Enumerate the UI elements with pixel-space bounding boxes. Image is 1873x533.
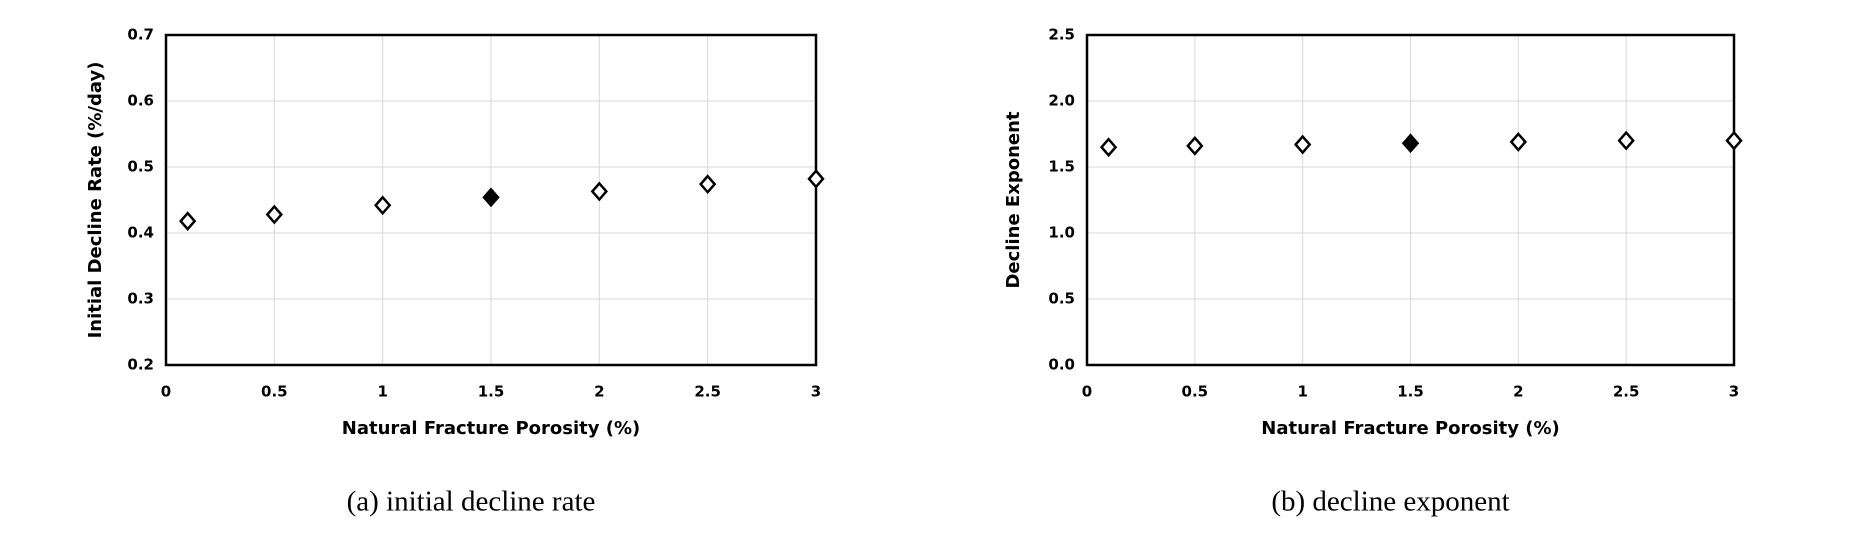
marker <box>179 211 197 232</box>
x-tick-label: 1 <box>1297 383 1307 401</box>
y-tick-label: 2.5 <box>1048 26 1075 44</box>
marker <box>1401 133 1420 154</box>
y-tick-label: 0.5 <box>1048 290 1075 308</box>
plot-frame <box>164 33 818 367</box>
y-tick-label: 0.2 <box>127 356 154 374</box>
marker <box>807 168 825 189</box>
y-tick-label: 0.0 <box>1048 356 1075 374</box>
y-tick-label: 1.0 <box>1048 224 1075 242</box>
marker <box>1186 135 1204 156</box>
x-tick-label: 0.5 <box>261 383 288 401</box>
x-axis-label: Natural Fracture Porosity (%) <box>342 418 640 439</box>
x-axis-label: Natural Fracture Porosity (%) <box>1261 418 1559 439</box>
marker <box>1725 130 1743 151</box>
y-tick-label: 0.6 <box>127 92 154 110</box>
marker <box>1509 132 1527 152</box>
marker <box>1294 134 1312 155</box>
y-tick-label: 0.3 <box>127 290 154 308</box>
x-tick-label: 1 <box>377 383 387 401</box>
x-tick-label: 0.5 <box>1182 383 1209 401</box>
x-tick-label: 0 <box>1082 383 1092 401</box>
y-tick-label: 0.4 <box>127 224 154 242</box>
x-tick-label: 2 <box>1513 383 1523 401</box>
x-tick-label: 3 <box>1729 383 1739 401</box>
plot-frame <box>1085 33 1736 367</box>
marker <box>374 195 392 216</box>
x-tick-label: 3 <box>811 383 821 401</box>
marker <box>1099 137 1118 158</box>
marker <box>590 181 608 202</box>
x-tick-label: 1.5 <box>1397 383 1424 401</box>
y-tick-label: 1.5 <box>1048 158 1075 176</box>
marker <box>482 187 500 208</box>
x-tick-label: 2.5 <box>694 383 721 401</box>
y-tick-label: 0.5 <box>127 158 154 176</box>
y-tick-label: 0.7 <box>127 26 154 44</box>
y-axis-label: Decline Exponent <box>1003 111 1024 288</box>
x-tick-label: 1.5 <box>478 383 505 401</box>
y-tick-label: 2.0 <box>1048 92 1075 110</box>
y-axis-label: Initial Decline Rate (%/day) <box>85 62 106 339</box>
x-tick-label: 2.5 <box>1613 383 1640 401</box>
marker <box>699 174 717 195</box>
x-tick-label: 0 <box>161 383 171 401</box>
caption: (a) initial decline rate <box>347 486 596 518</box>
x-tick-label: 2 <box>594 383 604 401</box>
marker <box>265 204 283 225</box>
marker <box>1617 130 1635 151</box>
caption: (b) decline exponent <box>1271 486 1509 518</box>
